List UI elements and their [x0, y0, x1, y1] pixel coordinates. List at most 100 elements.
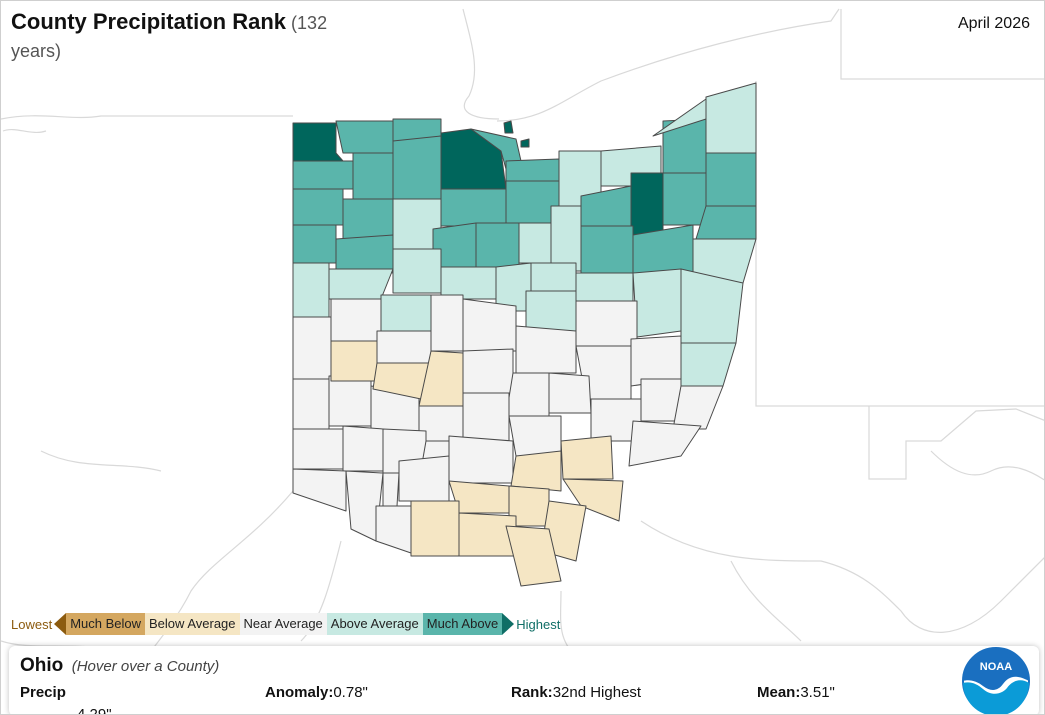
county-43[interactable]	[525, 290, 577, 334]
info-state-name: Ohio	[20, 655, 64, 676]
legend-highest-arrow	[502, 613, 515, 635]
rank-value: 32nd Highest	[552, 684, 642, 701]
legend-lowest-arrow	[54, 613, 67, 635]
county-30[interactable]	[580, 225, 634, 274]
county-77[interactable]	[330, 340, 378, 382]
county-55[interactable]	[505, 372, 550, 417]
county-4[interactable]	[352, 152, 394, 200]
county-65[interactable]	[672, 385, 724, 430]
county-10[interactable]	[440, 128, 507, 190]
county-68[interactable]	[342, 425, 384, 472]
state-boundary-line	[930, 450, 1044, 481]
county-14[interactable]	[505, 158, 560, 182]
county-67[interactable]	[292, 428, 344, 470]
legend-much-below: Much Below	[66, 613, 146, 635]
county-54[interactable]	[462, 348, 514, 394]
county-47[interactable]	[376, 330, 434, 364]
anomaly-field: Anomaly:0.78"	[265, 684, 368, 701]
state-boundary-line	[462, 8, 500, 120]
county-48[interactable]	[430, 294, 464, 352]
county-42[interactable]	[380, 294, 432, 332]
info-hint: (Hover over a County)	[71, 658, 220, 675]
period-label: April 2026	[957, 15, 1030, 32]
lake-erie-island-0	[503, 120, 514, 134]
county-36[interactable]	[440, 266, 497, 300]
county-81[interactable]	[560, 435, 614, 480]
info-panel: Ohio (Hover over a County) Precip Anomal…	[9, 646, 1039, 715]
state-boundary-line	[755, 81, 1044, 407]
county-71[interactable]	[448, 435, 514, 484]
county-7[interactable]	[292, 224, 337, 264]
county-58[interactable]	[328, 375, 372, 427]
county-18[interactable]	[518, 222, 554, 264]
county-27[interactable]	[705, 82, 757, 154]
county-44[interactable]	[680, 342, 737, 387]
county-12[interactable]	[440, 188, 507, 227]
county-20[interactable]	[550, 205, 582, 272]
county-66[interactable]	[628, 420, 702, 467]
county-24[interactable]	[662, 172, 707, 226]
title-sub-open: (132	[286, 13, 328, 33]
county-29[interactable]	[695, 205, 757, 240]
county-35[interactable]	[392, 248, 442, 294]
county-33[interactable]	[292, 262, 330, 318]
county-45[interactable]	[292, 316, 332, 380]
county-39[interactable]	[575, 272, 634, 302]
county-5[interactable]	[292, 188, 344, 226]
county-76[interactable]	[375, 505, 414, 554]
county-84[interactable]	[562, 478, 624, 522]
noaa-logo-icon[interactable]: NOAA	[961, 646, 1031, 715]
legend-highest-label: Highest	[516, 616, 561, 632]
mean-value: 3.51"	[800, 684, 835, 701]
state-boundary-line	[496, 8, 840, 122]
legend-near-average: Near Average	[239, 613, 327, 635]
state-boundary-line	[2, 128, 47, 134]
county-23[interactable]	[630, 172, 664, 236]
county-72[interactable]	[292, 468, 347, 512]
county-17[interactable]	[475, 222, 520, 268]
county-49[interactable]	[462, 298, 517, 352]
rank-field: Rank:32nd Highest	[511, 684, 642, 701]
state-boundary-line	[840, 9, 1044, 80]
map-title: County Precipitation Rank (132 years)	[11, 9, 371, 66]
noaa-logo-text: NOAA	[980, 661, 1012, 673]
county-51[interactable]	[575, 300, 638, 347]
mean-field: Mean:3.51"	[757, 684, 835, 701]
county-3[interactable]	[292, 160, 354, 190]
county-0[interactable]	[292, 122, 344, 162]
info-header: Ohio (Hover over a County)	[20, 655, 219, 677]
precip-label: Precip	[20, 684, 66, 701]
state-boundary-line	[868, 406, 1044, 480]
state-boundary-line	[1, 115, 293, 120]
county-56[interactable]	[548, 372, 592, 414]
county-6[interactable]	[342, 198, 394, 240]
county-79[interactable]	[418, 350, 464, 407]
county-50[interactable]	[515, 325, 577, 374]
county-1[interactable]	[335, 120, 394, 154]
county-61[interactable]	[462, 392, 510, 442]
county-57[interactable]	[292, 378, 330, 430]
county-75[interactable]	[398, 455, 450, 502]
state-boundary-line	[640, 520, 1044, 633]
legend: Lowest Much Below Below Average Near Ave…	[11, 612, 560, 636]
county-85[interactable]	[410, 500, 460, 557]
legend-below-average: Below Average	[145, 613, 240, 635]
county-64[interactable]	[640, 378, 682, 422]
county-62[interactable]	[508, 415, 562, 457]
state-boundary-line	[40, 450, 162, 472]
county-40[interactable]	[632, 268, 682, 338]
legend-lowest-label: Lowest	[11, 616, 53, 632]
county-88[interactable]	[505, 525, 562, 587]
county-28[interactable]	[705, 152, 757, 207]
county-74[interactable]	[382, 472, 400, 507]
legend-much-above: Much Above	[422, 613, 503, 635]
county-8[interactable]	[335, 234, 394, 274]
county-9[interactable]	[392, 135, 442, 200]
county-86[interactable]	[458, 512, 517, 557]
county-80[interactable]	[510, 450, 562, 492]
lake-erie-island-1	[520, 138, 530, 148]
county-46[interactable]	[330, 298, 382, 342]
title-sub-close: years)	[11, 41, 62, 61]
